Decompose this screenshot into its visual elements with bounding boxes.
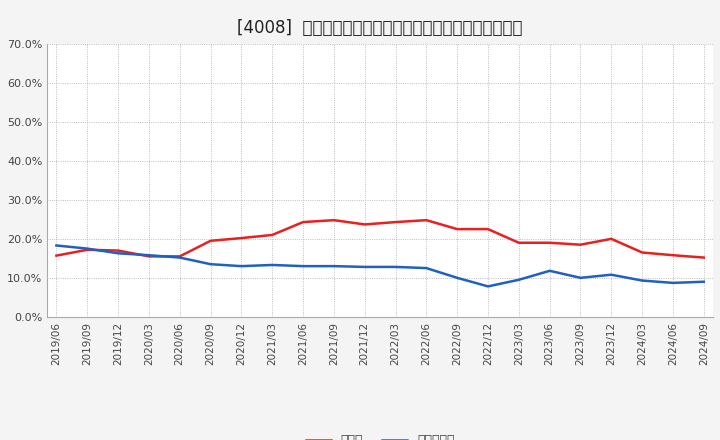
現預金 xyxy=(576,242,585,247)
現預金 xyxy=(237,235,246,241)
現預金 xyxy=(206,238,215,243)
有利子負債 xyxy=(669,280,678,286)
有利子負債 xyxy=(176,255,184,260)
有利子負債 xyxy=(545,268,554,273)
現預金 xyxy=(422,217,431,223)
有利子負債 xyxy=(576,275,585,280)
現預金 xyxy=(83,247,91,253)
有利子負債 xyxy=(206,261,215,267)
有利子負債 xyxy=(52,243,60,248)
現預金 xyxy=(638,250,647,255)
現預金 xyxy=(114,248,122,253)
有利子負債 xyxy=(700,279,708,284)
現預金 xyxy=(145,254,153,259)
現預金 xyxy=(453,227,462,232)
現預金 xyxy=(176,254,184,259)
有利子負債 xyxy=(422,265,431,271)
Line: 現預金: 現預金 xyxy=(56,220,704,257)
Line: 有利子負債: 有利子負債 xyxy=(56,246,704,286)
有利子負債 xyxy=(114,251,122,256)
現預金 xyxy=(361,222,369,227)
有利子負債 xyxy=(453,275,462,280)
現預金 xyxy=(607,236,616,242)
有利子負債 xyxy=(237,264,246,269)
現預金 xyxy=(268,232,276,238)
Title: [4008]  現預金、有利子負債の総資産に対する比率の推移: [4008] 現預金、有利子負債の総資産に対する比率の推移 xyxy=(238,19,523,37)
有利子負債 xyxy=(607,272,616,277)
有利子負債 xyxy=(145,253,153,258)
有利子負債 xyxy=(361,264,369,270)
有利子負債 xyxy=(638,278,647,283)
有利子負債 xyxy=(299,264,307,269)
現預金 xyxy=(669,253,678,258)
Legend: 現預金, 有利子負債: 現預金, 有利子負債 xyxy=(301,429,459,440)
有利子負債 xyxy=(515,277,523,282)
現預金 xyxy=(545,240,554,246)
有利子負債 xyxy=(484,284,492,289)
現預金 xyxy=(700,255,708,260)
現預金 xyxy=(330,217,338,223)
有利子負債 xyxy=(330,264,338,269)
現預金 xyxy=(299,220,307,225)
有利子負債 xyxy=(83,246,91,251)
現預金 xyxy=(484,227,492,232)
有利子負債 xyxy=(268,262,276,268)
有利子負債 xyxy=(391,264,400,270)
現預金 xyxy=(391,220,400,225)
現預金 xyxy=(52,253,60,258)
現預金 xyxy=(515,240,523,246)
